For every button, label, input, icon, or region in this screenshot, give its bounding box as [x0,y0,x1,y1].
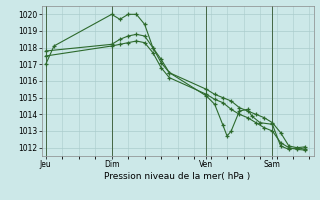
X-axis label: Pression niveau de la mer( hPa ): Pression niveau de la mer( hPa ) [104,172,251,181]
